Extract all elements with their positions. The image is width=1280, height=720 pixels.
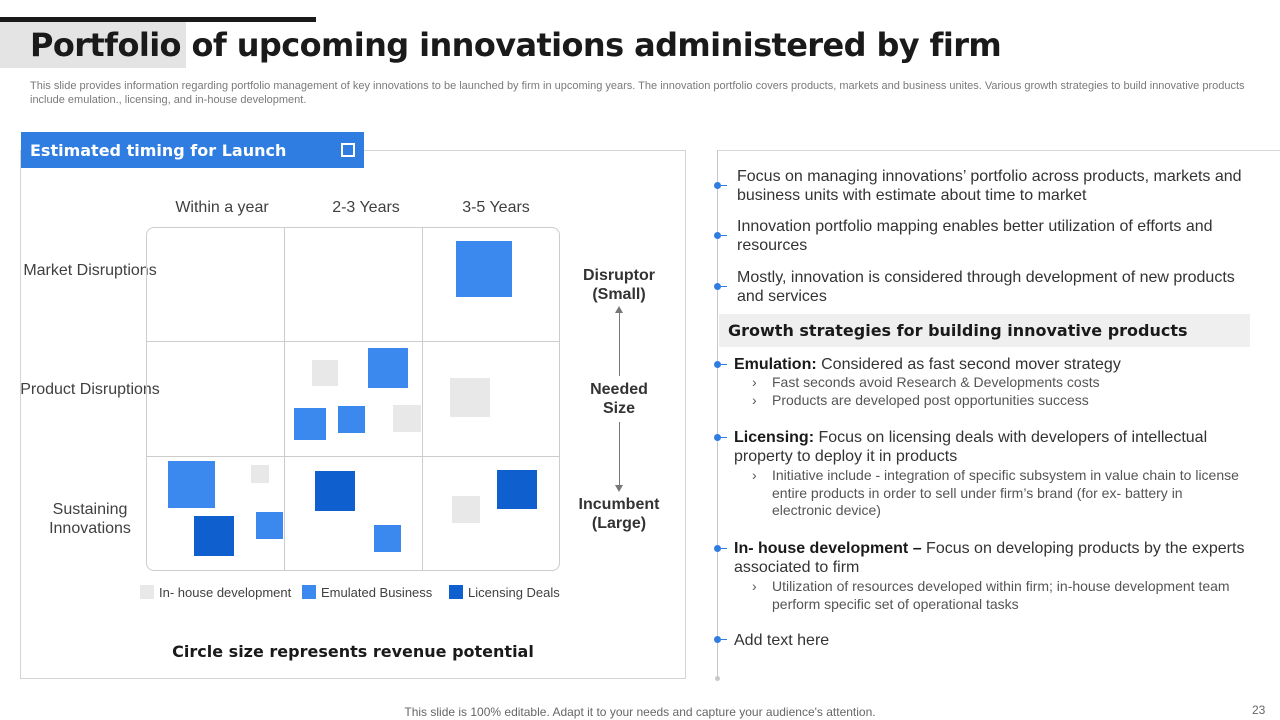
innovation-marker-inhouse: [251, 465, 269, 483]
innovation-marker-licensing: [315, 471, 355, 511]
intro-point: Innovation portfolio mapping enables bet…: [737, 218, 1213, 254]
grid-divider: [284, 227, 285, 571]
bullet-connector: [721, 364, 727, 365]
innovation-marker-emulated: [256, 512, 283, 539]
innovation-marker-inhouse: [450, 378, 490, 417]
title-accent-block: [0, 22, 186, 68]
strategy-separator: –: [908, 540, 922, 557]
legend-item-licensing: Licensing Deals: [449, 584, 560, 600]
subpoint-text: Initiative include - integration of spec…: [772, 467, 1239, 518]
slide-description: This slide provides information regardin…: [30, 80, 1245, 106]
growth-strategies-title: Growth strategies for building innovativ…: [728, 321, 1188, 340]
column-label-2-3-years: 2-3 Years: [332, 199, 400, 216]
legend-item-emulated: Emulated Business: [302, 584, 432, 600]
chevron-right-icon: ›: [752, 578, 757, 594]
axis-label-incumbent: Incumbent (Large): [578, 496, 660, 532]
subpoint-text: Utilization of resources developed withi…: [772, 578, 1230, 612]
bullet-connector: [721, 185, 727, 186]
intro-point: Mostly, innovation is considered through…: [737, 269, 1235, 305]
strategy-name: In- house development: [734, 540, 909, 557]
legend-swatch: [449, 585, 463, 599]
strategy-subpoint: › Fast seconds avoid Research & Developme…: [752, 374, 1242, 392]
column-label-3-5-years: 3-5 Years: [462, 199, 530, 216]
timeline-end-dot: [715, 676, 720, 681]
square-outline-icon: [341, 143, 355, 157]
bullet-dot-icon: [714, 545, 721, 552]
footer-note: This slide is 100% editable. Adapt it to…: [404, 705, 876, 719]
bullet-dot-icon: [714, 232, 721, 239]
innovation-marker-inhouse: [452, 496, 480, 523]
strategy-licensing: Licensing: Focus on licensing deals with…: [734, 428, 1249, 466]
innovation-marker-inhouse: [312, 360, 338, 386]
strategy-subpoint: › Utilization of resources developed with…: [752, 578, 1242, 613]
axis-line: [619, 312, 620, 376]
chevron-right-icon: ›: [752, 374, 757, 390]
matrix-header-label: Estimated timing for Launch: [30, 141, 287, 160]
legend-label: In- house development: [159, 584, 292, 600]
matrix-panel-header: Estimated timing for Launch: [21, 132, 364, 168]
bullet-dot-icon: [714, 182, 721, 189]
grid-divider: [146, 456, 560, 457]
bullet-connector: [721, 548, 727, 549]
strategy-separator: :: [808, 429, 815, 446]
strategy-subpoint: › Products are developed post opportuniti…: [752, 392, 1242, 410]
innovation-marker-inhouse: [393, 405, 421, 432]
row-label-product-disruptions: Product Disruptions: [20, 381, 160, 398]
innovation-marker-licensing: [497, 470, 537, 509]
strategy-description: Focus on developing products by the expe…: [734, 540, 1245, 576]
column-label-within-year: Within a year: [175, 199, 269, 216]
page-title: Portfolio of upcoming innovations admini…: [30, 26, 1002, 64]
strategy-inhouse: In- house development – Focus on develop…: [734, 539, 1249, 577]
innovation-marker-emulated: [168, 461, 215, 508]
right-panel-border: [718, 150, 1280, 151]
add-text-placeholder[interactable]: Add text here: [734, 632, 830, 649]
row-label-sustaining-innovations: Sustaining Innovations: [49, 501, 131, 537]
strategy-description: Focus on licensing deals with developers…: [734, 429, 1208, 465]
innovation-marker-emulated: [374, 525, 401, 552]
strategy-separator: :: [811, 356, 817, 373]
bullet-dot-icon: [714, 361, 721, 368]
strategy-emulation: Emulation: Considered as fast second mov…: [734, 355, 1249, 374]
subpoint-text: Products are developed post opportunitie…: [772, 392, 1089, 408]
subpoint-text: Fast seconds avoid Research & Developmen…: [772, 374, 1100, 390]
legend-swatch: [140, 585, 154, 599]
innovation-marker-licensing: [194, 516, 234, 556]
chevron-right-icon: ›: [752, 467, 757, 483]
bullet-connector: [721, 235, 727, 236]
axis-label-disruptor: Disruptor (Small): [583, 267, 655, 303]
strategy-name: Licensing: [734, 429, 809, 446]
legend-label: Licensing Deals: [468, 584, 560, 600]
grid-divider: [422, 227, 423, 571]
axis-label-needed-size: Needed Size: [590, 381, 648, 417]
innovation-marker-emulated: [338, 406, 365, 433]
strategy-description: Considered as fast second mover strategy: [816, 356, 1121, 373]
chevron-right-icon: ›: [752, 392, 757, 408]
arrow-down-icon: [615, 485, 623, 492]
intro-point: Focus on managing innovations’ portfolio…: [737, 168, 1242, 204]
matrix-caption: Circle size represents revenue potential: [172, 642, 534, 661]
innovation-marker-emulated: [456, 241, 512, 297]
portfolio-grid: [146, 227, 560, 571]
bullet-connector: [721, 639, 727, 640]
legend-swatch: [302, 585, 316, 599]
row-label-market-disruptions: Market Disruptions: [23, 262, 157, 279]
page-number: 23: [1252, 703, 1266, 717]
bullet-dot-icon: [714, 636, 721, 643]
bullet-dot-icon: [714, 434, 721, 441]
legend-label: Emulated Business: [321, 584, 433, 600]
bullet-connector: [721, 437, 727, 438]
title-accent-line: [0, 17, 316, 22]
innovation-marker-emulated: [368, 348, 408, 388]
timeline-line: [717, 150, 718, 678]
bullet-dot-icon: [714, 283, 721, 290]
axis-line: [619, 422, 620, 486]
grid-divider: [146, 341, 560, 342]
strategy-subpoint: › Initiative include - integration of spe…: [752, 467, 1242, 520]
growth-strategies-header: Growth strategies for building innovativ…: [719, 314, 1250, 347]
arrow-up-icon: [615, 306, 623, 313]
legend-item-inhouse: In- house development: [140, 584, 291, 600]
bullet-connector: [721, 286, 727, 287]
strategy-name: Emulation: [734, 356, 812, 373]
innovation-marker-emulated: [294, 408, 326, 440]
